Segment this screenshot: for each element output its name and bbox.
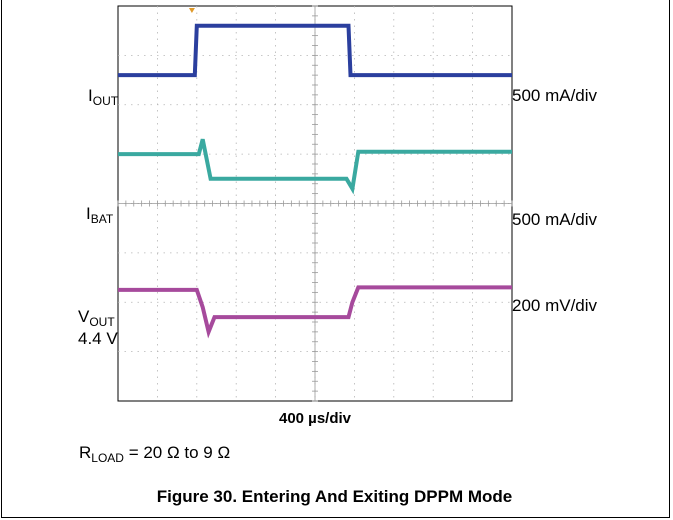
ibat-scale: 500 mA/div [512,210,598,229]
ibat-label: IBAT [86,204,114,226]
iout-label: IOUT [88,86,119,108]
trace-i-out [118,23,512,78]
iout-scale: 500 mA/div [512,86,598,105]
figure-caption: Figure 30. Entering And Exiting DPPM Mod… [156,487,513,506]
timebase-label: 400 µs/div [278,410,352,427]
trace-v-out [118,285,512,339]
trigger-marker [188,8,195,13]
trace-i-bat [118,138,512,195]
vout-label: VOUT [78,307,115,329]
rload-label: RLOAD = 20 Ω to 9 Ω [79,443,231,465]
vout-level: 4.4 V [78,329,118,348]
vout-scale: 200 mV/div [512,296,598,315]
